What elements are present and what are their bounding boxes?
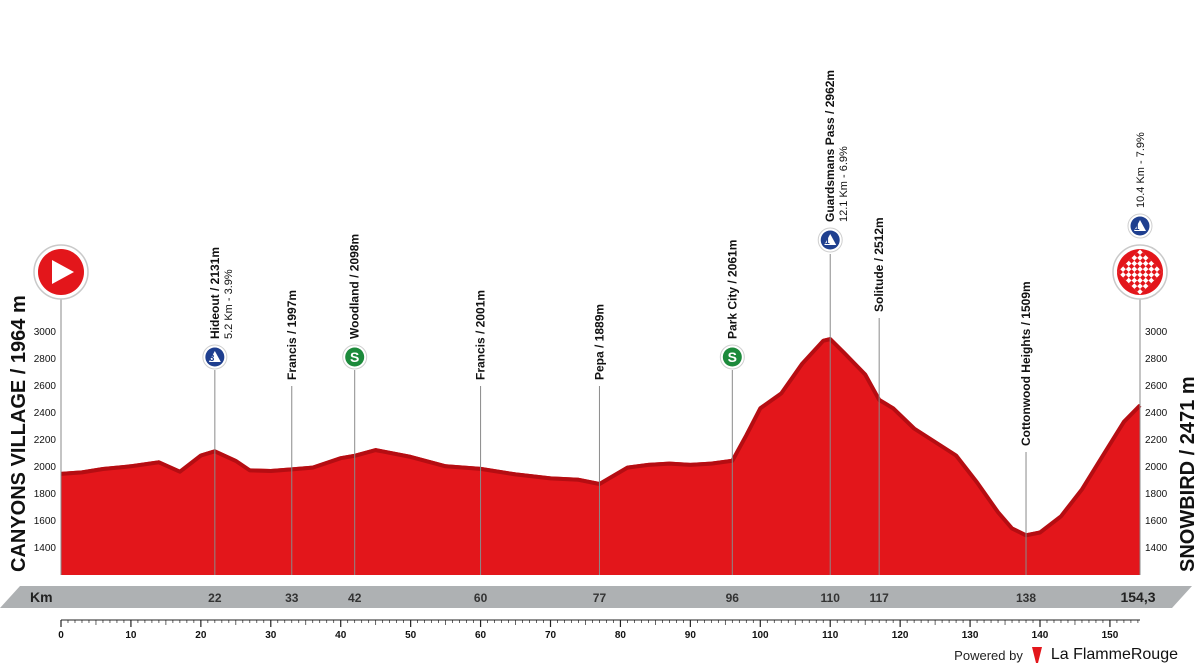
distance-tick-label-130: 130 xyxy=(962,630,979,641)
distance-tick-label-150: 150 xyxy=(1102,630,1119,641)
point-2-badge-letter: S xyxy=(350,349,359,365)
y-tick-left-2800: 2800 xyxy=(34,354,57,365)
y-tick-left-2000: 2000 xyxy=(34,462,57,473)
point-0-badge-category: 3 xyxy=(209,353,214,363)
footer-brand: Powered by La FlammeRouge xyxy=(954,646,1178,664)
point-1-name: Francis / 1997m xyxy=(285,290,299,380)
finish-marker xyxy=(1112,244,1168,300)
y-tick-left-1400: 1400 xyxy=(34,543,57,554)
point-6-badge: 1 xyxy=(817,227,843,253)
powered-by-text: Powered by xyxy=(954,647,1023,663)
y-tick-left-1800: 1800 xyxy=(34,489,57,500)
point-0-badge-mountain xyxy=(208,351,221,362)
point-3-km-label: 60 xyxy=(474,591,488,605)
point-6-km-label: 110 xyxy=(821,591,841,605)
distance-tick-label-60: 60 xyxy=(475,630,487,641)
point-2-badge: S xyxy=(342,344,368,370)
point-5-badge: S xyxy=(719,344,745,370)
point-0-detail: 5.2 Km - 3.9% xyxy=(223,269,235,339)
distance-tick-label-140: 140 xyxy=(1032,630,1049,641)
y-tick-right-2800: 2800 xyxy=(1145,354,1168,365)
point-0-km-label: 22 xyxy=(208,591,222,605)
finish-climb-badge-category: 1 xyxy=(1134,222,1139,232)
distance-tick-label-90: 90 xyxy=(685,630,697,641)
finish-label: SNOWBIRD / 2471 m xyxy=(1177,376,1199,572)
point-4-name: Pepa / 1889m xyxy=(592,304,606,380)
distance-tick-label-40: 40 xyxy=(335,630,347,641)
distance-tick-label-80: 80 xyxy=(615,630,627,641)
distance-tick-label-10: 10 xyxy=(125,630,137,641)
km-band xyxy=(0,586,1192,608)
point-5-badge-letter: S xyxy=(728,349,737,365)
y-tick-right-2400: 2400 xyxy=(1145,408,1168,419)
distance-tick-label-120: 120 xyxy=(892,630,909,641)
point-0-badge: 3 xyxy=(202,344,228,370)
point-5-name: Park City / 2061m xyxy=(725,240,739,339)
y-tick-right-2200: 2200 xyxy=(1145,435,1168,446)
finish-climb-badge-mountain xyxy=(1134,220,1146,231)
point-6-badge-category: 1 xyxy=(825,236,830,246)
point-5-badge-disc xyxy=(722,347,742,367)
point-6-name: Guardsmans Pass / 2962m xyxy=(823,70,837,222)
y-tick-right-2600: 2600 xyxy=(1145,381,1168,392)
point-3-name: Francis / 2001m xyxy=(474,290,488,380)
point-7-name: Solitude / 2512m xyxy=(872,217,886,312)
y-tick-left-3000: 3000 xyxy=(34,327,57,338)
distance-tick-label-100: 100 xyxy=(752,630,769,641)
y-tick-left-1600: 1600 xyxy=(34,516,57,527)
distance-tick-label-0: 0 xyxy=(58,630,64,641)
flame-logo-icon xyxy=(1031,647,1042,663)
distance-tick-label-30: 30 xyxy=(265,630,277,641)
point-8-name: Cottonwood Heights / 1509m xyxy=(1019,281,1033,446)
distance-tick-label-110: 110 xyxy=(822,630,839,641)
point-8-km-label: 138 xyxy=(1016,591,1036,605)
point-6-badge-mountain xyxy=(824,234,837,245)
point-2-name: Woodland / 2098m xyxy=(348,234,362,339)
point-7-km-label: 117 xyxy=(869,591,889,605)
y-tick-right-2000: 2000 xyxy=(1145,462,1168,473)
finish-climb-badge: 1 xyxy=(1127,213,1153,239)
point-5-km-label: 96 xyxy=(726,591,740,605)
brand-name: La FlammeRouge xyxy=(1050,646,1178,663)
y-tick-left-2200: 2200 xyxy=(34,435,57,446)
profile-ridge xyxy=(60,337,1142,538)
point-4-km-label: 77 xyxy=(593,591,607,605)
distance-tick-label-70: 70 xyxy=(545,630,557,641)
distance-tick-label-50: 50 xyxy=(405,630,417,641)
km-total-label: 154,3 xyxy=(1120,589,1155,605)
y-tick-left-2400: 2400 xyxy=(34,408,57,419)
start-marker xyxy=(33,244,89,300)
y-tick-left-2600: 2600 xyxy=(34,381,57,392)
profile-area xyxy=(61,337,1140,575)
distance-tick-label-20: 20 xyxy=(195,630,207,641)
finish-climb-detail: 10.4 Km - 7.9% xyxy=(1135,132,1147,208)
y-tick-right-1600: 1600 xyxy=(1145,516,1168,527)
km-unit-label: Km xyxy=(30,589,53,605)
y-tick-right-1400: 1400 xyxy=(1145,543,1168,554)
point-2-badge-disc xyxy=(345,347,365,367)
y-tick-right-1800: 1800 xyxy=(1145,489,1168,500)
y-tick-right-3000: 3000 xyxy=(1145,327,1168,338)
start-label: CANYONS VILLAGE / 1964 m xyxy=(8,295,30,572)
point-0-name: Hideout / 2131m xyxy=(208,247,222,339)
point-2-km-label: 42 xyxy=(348,591,362,605)
point-1-km-label: 33 xyxy=(285,591,299,605)
point-6-detail: 12.1 Km - 6.9% xyxy=(838,146,850,222)
start-play-icon xyxy=(52,260,74,284)
